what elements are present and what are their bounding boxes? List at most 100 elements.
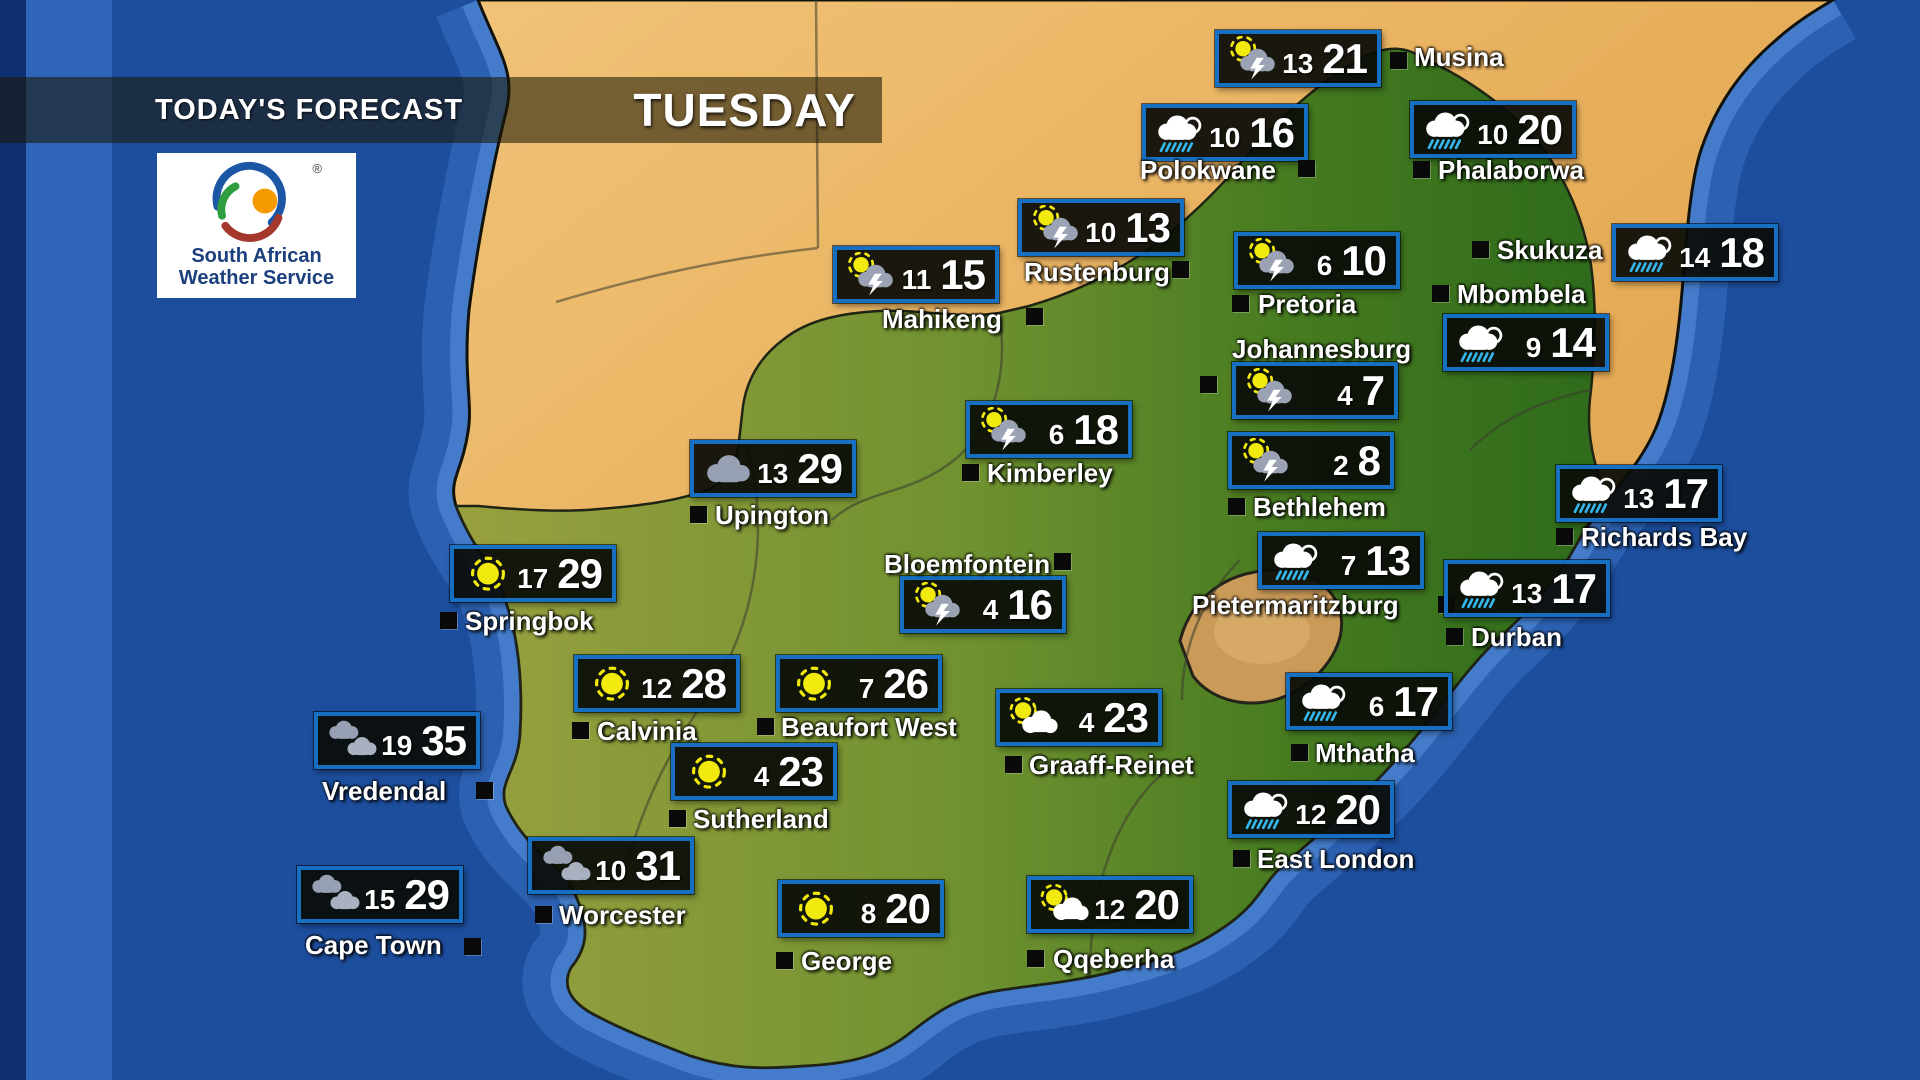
- city-marker-kimberley: [962, 464, 979, 481]
- city-label-skukuza: Skukuza: [1497, 235, 1603, 265]
- low-temp: 10: [1085, 216, 1117, 248]
- weather-badge-upington: 13 29: [690, 440, 856, 497]
- day-title: TUESDAY: [633, 84, 856, 136]
- weather-badge-richards-bay: 13 17: [1556, 465, 1722, 522]
- city-label-bethlehem: Bethlehem: [1253, 492, 1386, 522]
- cloud-rain-icon: [1267, 538, 1325, 584]
- weather-badge-cape-town: 15 29: [297, 866, 463, 923]
- weather-badge-pretoria: 6 10: [1234, 232, 1400, 289]
- city-label-richards-bay: Richards Bay: [1581, 522, 1748, 552]
- high-temp: 20: [1134, 880, 1180, 928]
- low-temp: 7: [858, 672, 875, 704]
- low-temp: 6: [1048, 418, 1065, 450]
- high-temp: 29: [557, 549, 603, 597]
- temps: 14 18: [1679, 229, 1765, 277]
- weather-badge-beaufort-west: 7 26: [776, 655, 942, 712]
- sun-icon: [680, 749, 738, 795]
- province-borders: [555, 0, 1592, 976]
- temps: 6 18: [1048, 405, 1119, 454]
- low-temp: 13: [1282, 47, 1314, 79]
- city-marker-sutherland: [669, 810, 686, 827]
- temps: 8 20: [860, 884, 931, 933]
- cloud-rain-icon: [1565, 471, 1623, 517]
- cloud-icon: [699, 446, 757, 492]
- low-temp: 14: [1679, 241, 1711, 273]
- sun-icon: [583, 661, 641, 707]
- city-marker-vredendal: [476, 782, 493, 799]
- weather-badge-polokwane: 10 16: [1142, 104, 1308, 161]
- header-band: TODAY'S FORECAST TUESDAY: [0, 77, 882, 143]
- temps: 7 13: [1340, 537, 1411, 585]
- low-temp: 11: [901, 263, 932, 295]
- city-marker-george: [776, 952, 793, 969]
- high-temp: 16: [1007, 580, 1053, 628]
- weather-badge-qqeberha: 12 20: [1027, 876, 1193, 933]
- city-label-mahikeng: Mahikeng: [882, 304, 1002, 334]
- temps: 13 17: [1623, 469, 1709, 518]
- sun-thunder-icon: [975, 406, 1033, 453]
- sun-thunder-icon: [1237, 437, 1295, 484]
- temps: 13 21: [1282, 35, 1368, 83]
- low-temp: 13: [757, 457, 789, 489]
- cloud-rain-icon: [1621, 230, 1679, 276]
- temps: 10 20: [1477, 106, 1563, 154]
- high-temp: 15: [940, 250, 986, 298]
- high-temp: 10: [1341, 236, 1387, 284]
- cloud-rain-icon: [1453, 566, 1511, 612]
- ocean-deep-band: [0, 0, 26, 1080]
- low-temp: 4: [753, 760, 770, 792]
- temps: 13 17: [1511, 564, 1597, 613]
- low-temp: 6: [1316, 249, 1333, 281]
- low-temp: 10: [1209, 121, 1241, 153]
- high-temp: 8: [1357, 436, 1381, 484]
- city-label-worcester: Worcester: [559, 900, 686, 930]
- weather-badge-musina: 13 21: [1215, 30, 1381, 87]
- temps: 9 14: [1526, 319, 1596, 367]
- low-temp: 7: [1340, 549, 1357, 581]
- city-label-durban: Durban: [1471, 622, 1562, 652]
- city-label-bloemfontein: Bloemfontein: [884, 549, 1051, 579]
- weather-badge-graaff-reinet: 4 23: [996, 689, 1162, 746]
- city-label-mthatha: Mthatha: [1315, 738, 1415, 768]
- temps: 7 26: [858, 660, 929, 708]
- high-temp: 17: [1551, 564, 1597, 612]
- weather-badge-kimberley: 6 18: [966, 401, 1132, 458]
- weather-badge-skukuza: 14 18: [1612, 224, 1778, 281]
- two-clouds-icon: [306, 872, 364, 918]
- city-marker-bethlehem: [1228, 498, 1245, 515]
- temps: 12 20: [1094, 880, 1180, 929]
- temps: 10 31: [595, 842, 681, 890]
- low-temp: 13: [1623, 482, 1655, 514]
- sun-icon: [787, 886, 845, 932]
- high-temp: 17: [1663, 469, 1709, 517]
- sun-thunder-icon: [1224, 35, 1282, 82]
- high-temp: 20: [885, 884, 931, 932]
- temps: 15 29: [364, 871, 450, 919]
- city-marker-worcester: [535, 906, 552, 923]
- city-label-graaff-reinet: Graaff-Reinet: [1029, 750, 1194, 780]
- high-temp: 16: [1249, 108, 1295, 156]
- city-label-sutherland: Sutherland: [693, 804, 829, 834]
- city-marker-calvinia: [572, 722, 589, 739]
- high-temp: 18: [1073, 405, 1119, 453]
- city-label-rustenburg: Rustenburg: [1024, 257, 1170, 287]
- low-temp: 2: [1333, 449, 1349, 481]
- temps: 11 15: [901, 250, 986, 299]
- logo-line2: Weather Service: [178, 267, 335, 289]
- low-temp: 13: [1511, 577, 1543, 609]
- sun-thunder-icon: [1241, 367, 1299, 414]
- low-temp: 15: [364, 883, 396, 915]
- sun-thunder-icon: [1243, 237, 1301, 284]
- city-marker-phalaborwa: [1413, 161, 1430, 178]
- city-label-east-london: East London: [1257, 844, 1415, 874]
- city-marker-cape-town: [464, 938, 481, 955]
- city-marker-richards-bay: [1556, 528, 1573, 545]
- high-temp: 20: [1335, 785, 1381, 833]
- temps: 17 29: [517, 549, 603, 598]
- city-marker-pretoria: [1232, 295, 1249, 312]
- low-temp: 8: [860, 897, 877, 929]
